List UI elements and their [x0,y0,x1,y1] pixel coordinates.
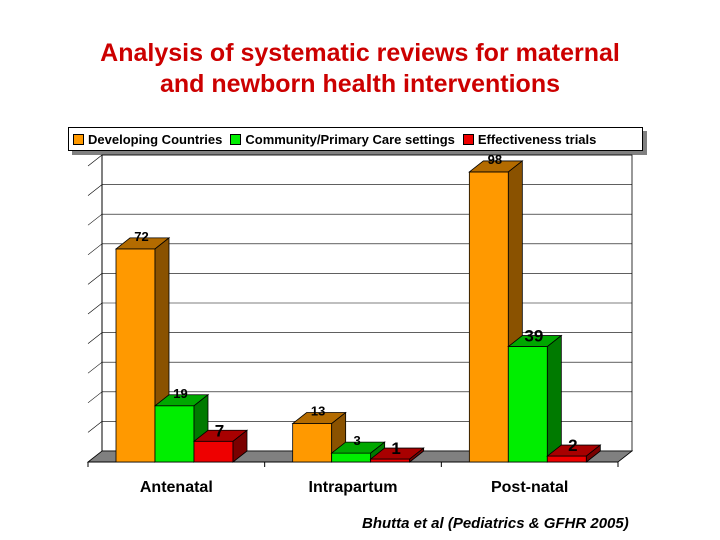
legend-item-developing: Developing Countries [73,132,222,147]
bar-effectiveness-intrapartum [369,447,425,463]
category-label-post-natal: Post-natal [491,479,568,496]
legend-item-community: Community/Primary Care settings [230,132,455,147]
data-label-developing-antenatal: 72 [134,229,148,244]
data-label-community-post-natal: 39 [524,327,543,346]
bar-front [115,248,156,463]
data-label-effectiveness-antenatal: 7 [215,421,224,440]
data-label-community-antenatal: 19 [173,386,187,401]
legend-swatch-community [230,133,242,145]
gridline-side [87,213,103,226]
gridline-side [87,243,103,256]
legend-label-community: Community/Primary Care settings [245,131,455,147]
gridline-side [87,302,103,315]
bar-front [507,346,548,463]
data-labels: 72 19 7 13 3 1 98 39 2 [134,152,577,458]
data-label-developing-intrapartum: 13 [311,404,325,419]
title-line-2: and newborn health interventions [159,70,561,98]
data-label-effectiveness-intrapartum: 1 [391,439,400,458]
category-label-antenatal: Antenatal [140,479,213,496]
bar-front [154,405,195,463]
gridline-side [87,421,103,433]
bar-front [331,452,372,463]
legend-label-developing: Developing Countries [88,131,223,147]
bar-front [370,458,411,463]
title-line-1: Analysis of systematic reviews for mater… [100,39,620,67]
gridline-side [87,273,103,285]
bar-community-post-natal [507,334,563,463]
bar-side [232,429,248,463]
bars [114,160,602,463]
gridline-side [87,184,103,196]
legend-label-effectiveness: Effectiveness trials [477,131,597,147]
gridline-side [87,154,103,167]
gridline-side [87,361,103,374]
gridline-side [87,391,103,404]
chart-legend: Developing Countries Community/Primary C… [68,127,643,151]
data-label-developing-post-natal: 98 [488,152,502,167]
category-label-intrapartum: Intrapartum [309,479,398,496]
bar-side [409,447,425,463]
legend-swatch-effectiveness [462,133,474,145]
bar-effectiveness-antenatal [192,429,249,463]
gridline-side [87,332,103,344]
bar-front [468,171,509,463]
chart-title: Analysis of systematic reviews for mater… [0,38,720,100]
bar-front [193,440,234,463]
bar-side [546,334,562,463]
legend-swatch-developing [73,133,84,145]
legend-item-effectiveness: Effectiveness trials [462,131,597,147]
data-label-effectiveness-post-natal: 2 [568,436,577,455]
bar-front [292,423,333,463]
bar-side [585,444,601,463]
bar-front [546,455,587,463]
data-label-community-intrapartum: 3 [354,433,361,448]
source-citation: Bhutta et al (Pediatrics & GFHR 2005) [362,515,629,532]
bar-effectiveness-post-natal [546,444,602,463]
